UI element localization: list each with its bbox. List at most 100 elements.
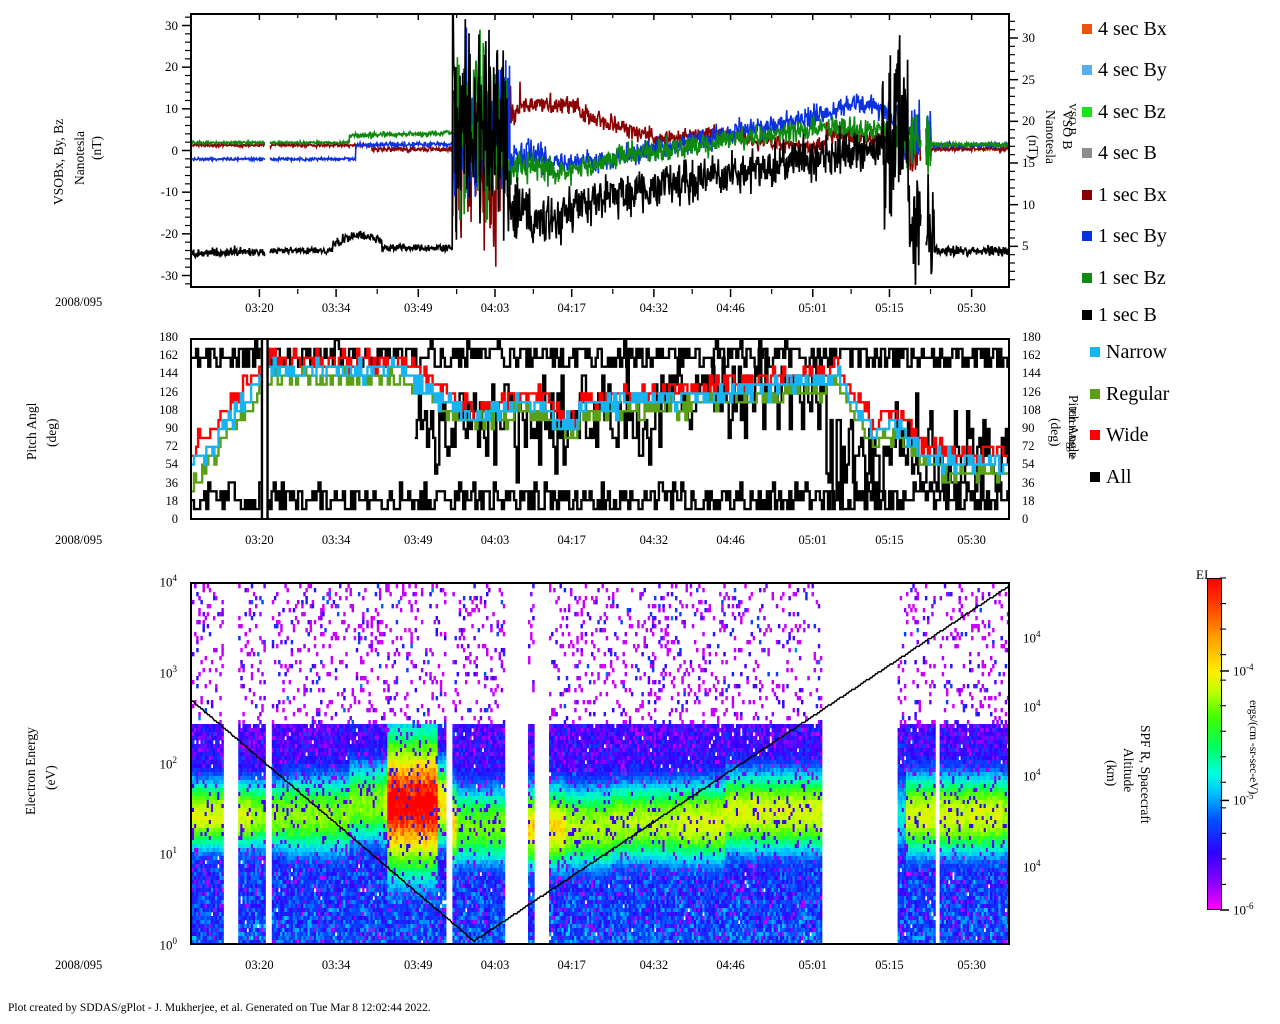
- axis-tick-label: 03:49: [404, 959, 432, 972]
- spec-right-title-2: Altitude: [1122, 748, 1136, 792]
- axis-tick-label: 05:01: [799, 302, 827, 315]
- spectrogram-pixels: [192, 584, 1008, 943]
- pitch-angle-plot-frame: [190, 338, 1010, 520]
- pitch-angle-traces: [192, 340, 1008, 518]
- axis-tick-label: 15: [1022, 156, 1035, 169]
- axis-tick-label: 0: [172, 144, 179, 157]
- axis-tick-label: 30: [1022, 31, 1035, 44]
- legend-label: Wide: [1106, 425, 1149, 445]
- axis-tick-label: 10: [1022, 198, 1035, 211]
- spec-left-title-1: Electron Energy: [24, 727, 38, 815]
- axis-tick-label: 101: [160, 846, 178, 860]
- axis-tick-label: 103: [160, 665, 178, 679]
- legend-label: Regular: [1106, 384, 1169, 404]
- axis-tick-label: 05:15: [875, 534, 903, 547]
- axis-tick-label: 04:32: [640, 302, 668, 315]
- axis-tick-label: 05:01: [799, 534, 827, 547]
- axis-tick-label: 0: [1022, 513, 1028, 526]
- axis-tick-label: 90: [166, 422, 179, 435]
- legend-swatch-icon: [1090, 347, 1100, 357]
- pitch-angle-trace-all: [268, 482, 1009, 509]
- axis-tick-label: -10: [161, 185, 178, 198]
- axis-tick-label: 0: [172, 513, 178, 526]
- axis-tick-label: 10: [165, 102, 178, 115]
- axis-tick-label: 18: [166, 495, 179, 508]
- axis-tick-label: 04:32: [640, 959, 668, 972]
- axis-tick-label: 20: [1022, 114, 1035, 127]
- axis-tick-label: 126: [1022, 386, 1041, 399]
- pa-right-title-1: Pitch Angle: [1067, 395, 1081, 458]
- legend-swatch-icon: [1090, 430, 1100, 440]
- axis-tick-label: 04:17: [557, 302, 585, 315]
- pa-date-label: 2008/095: [55, 533, 102, 548]
- axis-tick-label: 05:01: [799, 959, 827, 972]
- axis-tick-label: 05:30: [957, 534, 985, 547]
- axis-tick-label: 102: [160, 756, 178, 770]
- axis-tick-label: 126: [159, 386, 178, 399]
- axis-tick-label: 05:15: [875, 302, 903, 315]
- axis-tick-label: 10-4: [1233, 663, 1254, 677]
- axis-tick-label: 18: [1022, 495, 1035, 508]
- pitch-angle-trace-all: [192, 340, 261, 367]
- axis-tick-label: 30: [165, 19, 178, 32]
- footer-credit: Plot created by SDDAS/gPlot - J. Mukherj…: [8, 1002, 431, 1014]
- axis-tick-label: 90: [1022, 422, 1035, 435]
- mag-axis-ticks: [0, 0, 1280, 320]
- axis-tick-label: 108: [1022, 404, 1041, 417]
- axis-tick-label: 05:30: [957, 302, 985, 315]
- spectrogram-plot-frame: [190, 582, 1010, 945]
- legend-label: All: [1106, 467, 1132, 487]
- axis-tick-label: 03:34: [322, 534, 350, 547]
- spec-right-title-3: (km): [1105, 760, 1119, 786]
- spectrogram-image: [192, 584, 1008, 943]
- axis-tick-label: 04:17: [557, 959, 585, 972]
- axis-tick-label: 72: [1022, 440, 1035, 453]
- legend-item-narrow[interactable]: Narrow: [1082, 332, 1272, 374]
- axis-tick-label: 10-5: [1233, 792, 1254, 806]
- axis-tick-label: 5: [1022, 239, 1029, 252]
- axis-tick-label: 54: [166, 458, 179, 471]
- axis-tick-label: 104: [1023, 768, 1041, 782]
- axis-tick-label: 36: [1022, 477, 1035, 490]
- axis-tick-label: 108: [159, 404, 178, 417]
- axis-tick-label: 162: [159, 349, 178, 362]
- axis-tick-label: 104: [1023, 859, 1041, 873]
- axis-tick-label: 72: [166, 440, 179, 453]
- legend-item-regular[interactable]: Regular: [1082, 373, 1272, 415]
- axis-tick-label: 180: [159, 331, 178, 344]
- legend-label: Narrow: [1106, 342, 1167, 362]
- pitch-angle-trace: [192, 376, 261, 465]
- legend-item-wide[interactable]: Wide: [1082, 415, 1272, 457]
- axis-tick-label: 04:03: [481, 959, 509, 972]
- axis-tick-label: 03:49: [404, 534, 432, 547]
- axis-tick-label: 20: [165, 60, 178, 73]
- spec-left-title-2: (eV): [44, 765, 58, 790]
- axis-tick-label: 04:46: [716, 534, 744, 547]
- axis-tick-label: 180: [1022, 331, 1041, 344]
- axis-tick-label: 03:20: [245, 302, 273, 315]
- axis-tick-label: 36: [166, 477, 179, 490]
- axis-tick-label: 144: [159, 367, 178, 380]
- pa-left-title-2: (deg): [45, 419, 59, 447]
- axis-tick-label: 03:49: [404, 302, 432, 315]
- legend-item-all[interactable]: All: [1082, 456, 1272, 498]
- axis-tick-label: 10-6: [1233, 902, 1254, 916]
- axis-tick-label: 04:46: [716, 959, 744, 972]
- axis-tick-label: 03:34: [322, 302, 350, 315]
- pa-left-title-1: Pitch Angl: [25, 403, 39, 460]
- axis-tick-label: 03:34: [322, 959, 350, 972]
- axis-tick-label: 104: [160, 574, 178, 588]
- axis-tick-label: 05:30: [957, 959, 985, 972]
- axis-tick-label: 04:17: [557, 534, 585, 547]
- axis-tick-label: 04:32: [640, 534, 668, 547]
- axis-tick-label: 04:03: [481, 302, 509, 315]
- axis-tick-label: 162: [1022, 349, 1041, 362]
- axis-tick-label: 104: [1023, 630, 1041, 644]
- pitch-angle-trace-all: [192, 482, 261, 509]
- axis-tick-label: 54: [1022, 458, 1035, 471]
- axis-tick-label: -30: [161, 269, 178, 282]
- axis-tick-label: 25: [1022, 73, 1035, 86]
- pa-right-title-2: (deg): [1049, 418, 1063, 446]
- axis-tick-label: 05:15: [875, 959, 903, 972]
- legend-swatch-icon: [1090, 472, 1100, 482]
